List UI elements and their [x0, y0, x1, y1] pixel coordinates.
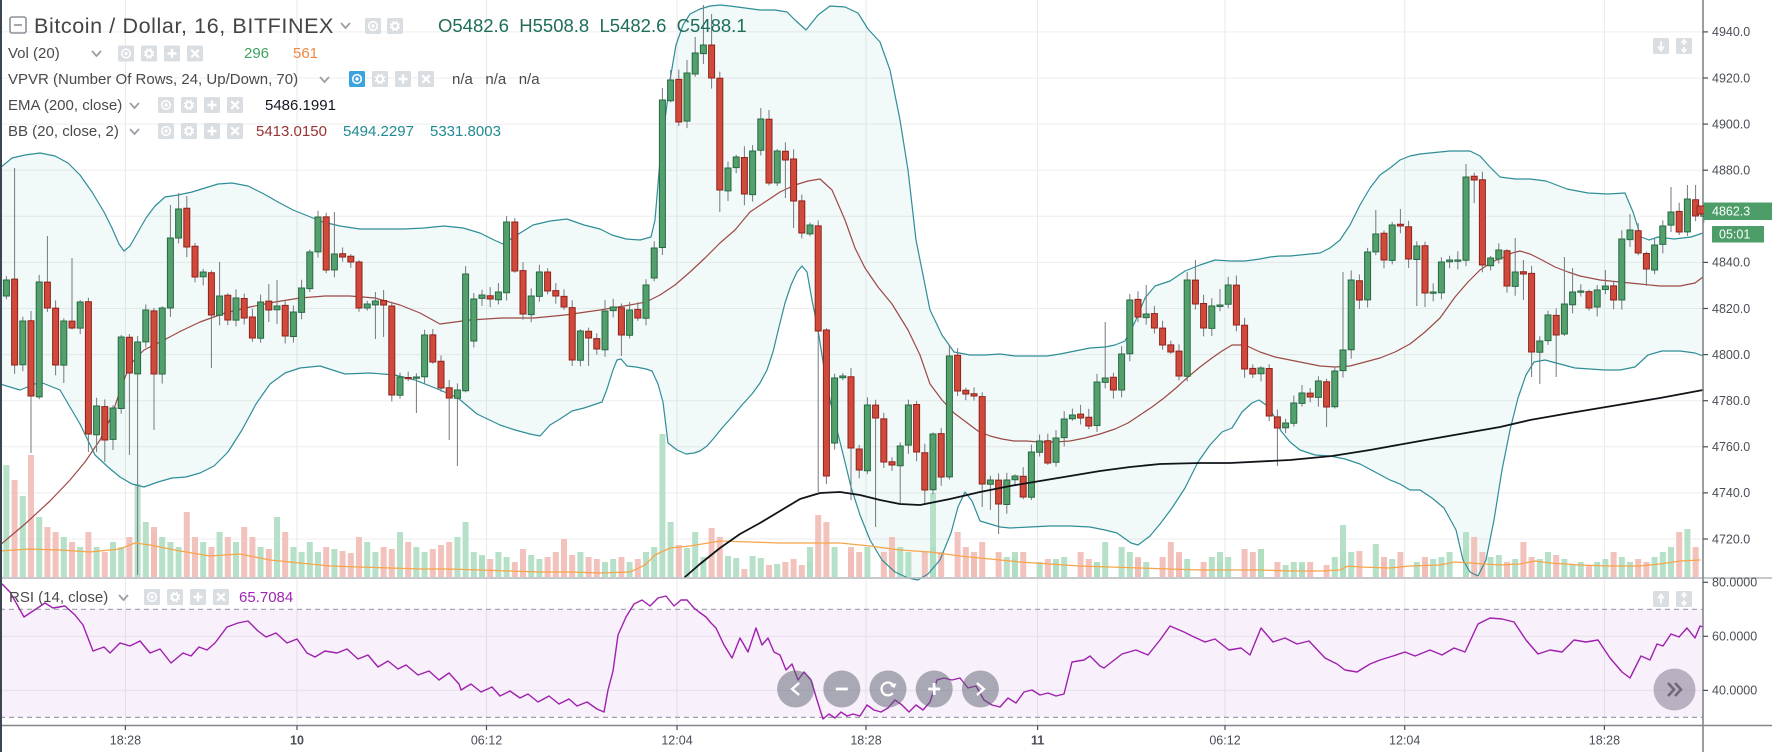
svg-text:BB (20, close, 2): BB (20, close, 2) — [8, 123, 119, 140]
svg-text:4740.0: 4740.0 — [1712, 486, 1750, 500]
svg-text:4820.0: 4820.0 — [1712, 302, 1750, 316]
svg-text:06:12: 06:12 — [471, 734, 502, 748]
svg-text:12:04: 12:04 — [1389, 734, 1420, 748]
svg-text:Vol (20): Vol (20) — [8, 45, 60, 62]
svg-text:60.0000: 60.0000 — [1712, 630, 1757, 644]
svg-text:18:28: 18:28 — [1589, 734, 1620, 748]
svg-text:RSI (14, close): RSI (14, close) — [9, 589, 108, 606]
svg-text:296: 296 — [244, 45, 269, 62]
svg-text:Bitcoin / Dollar, 16, BITFINEX: Bitcoin / Dollar, 16, BITFINEX — [34, 14, 334, 38]
svg-text:VPVR (Number Of Rows, 24, Up/D: VPVR (Number Of Rows, 24, Up/Down, 70) — [8, 71, 298, 88]
svg-text:06:12: 06:12 — [1209, 734, 1240, 748]
svg-text:4840.0: 4840.0 — [1712, 256, 1750, 270]
svg-text:80.0000: 80.0000 — [1712, 576, 1757, 590]
svg-text:4780.0: 4780.0 — [1712, 394, 1750, 408]
svg-text:4880.0: 4880.0 — [1712, 164, 1750, 178]
svg-text:65.7084: 65.7084 — [239, 589, 293, 606]
svg-text:5486.1991: 5486.1991 — [265, 97, 336, 114]
svg-text:12:04: 12:04 — [661, 734, 692, 748]
svg-text:18:28: 18:28 — [110, 734, 141, 748]
svg-text:4862.3: 4862.3 — [1712, 205, 1750, 219]
svg-text:EMA (200, close): EMA (200, close) — [8, 97, 122, 114]
svg-text:40.0000: 40.0000 — [1712, 684, 1757, 698]
svg-text:561: 561 — [293, 45, 318, 62]
svg-text:5331.8003: 5331.8003 — [430, 123, 501, 140]
svg-text:4900.0: 4900.0 — [1712, 117, 1750, 131]
svg-text:18:28: 18:28 — [850, 734, 881, 748]
svg-text:4800.0: 4800.0 — [1712, 348, 1750, 362]
svg-text:10: 10 — [290, 734, 304, 748]
svg-text:05:01: 05:01 — [1719, 228, 1750, 242]
svg-text:11: 11 — [1031, 734, 1044, 748]
svg-text:O5482.6 H5508.8 L5482.6 C54: O5482.6 H5508.8 L5482.6 C5488.1 — [438, 15, 747, 36]
svg-text:4720.0: 4720.0 — [1712, 532, 1750, 546]
svg-text:n/a n/a n/a: n/a n/a n/a — [452, 71, 540, 88]
svg-text:4760.0: 4760.0 — [1712, 440, 1750, 454]
svg-text:4940.0: 4940.0 — [1712, 25, 1750, 39]
svg-text:4920.0: 4920.0 — [1712, 71, 1750, 85]
svg-text:5413.0150: 5413.0150 — [256, 123, 327, 140]
svg-text:5494.2297: 5494.2297 — [343, 123, 414, 140]
